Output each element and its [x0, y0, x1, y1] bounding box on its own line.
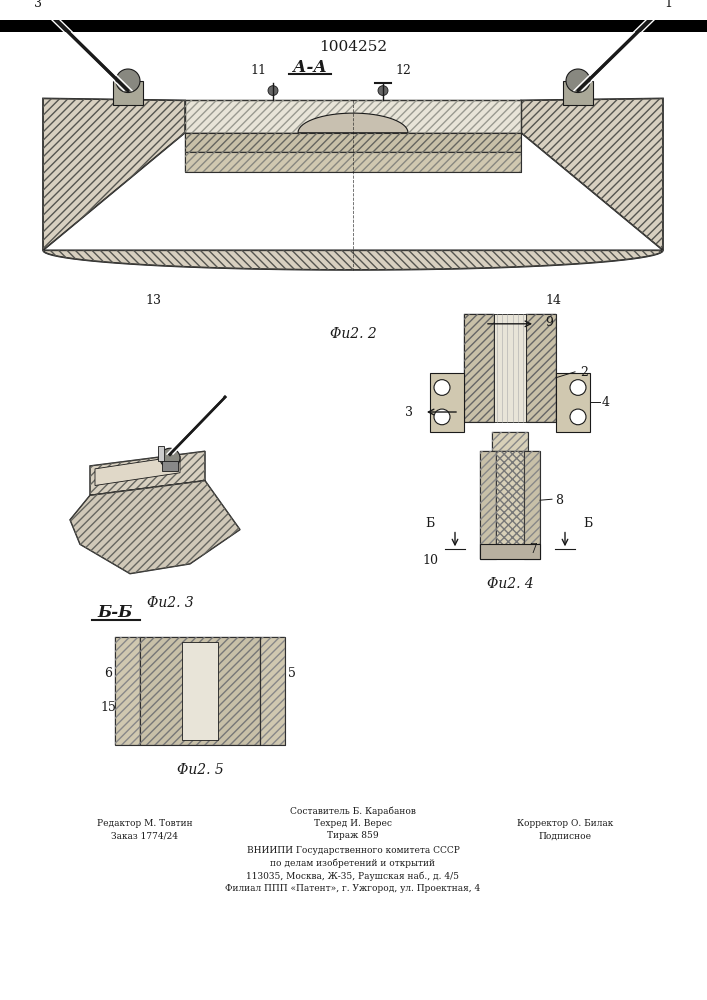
Circle shape [268, 86, 278, 95]
Text: 113035, Москва, Ж-35, Раушская наб., д. 4/5: 113035, Москва, Ж-35, Раушская наб., д. … [247, 872, 460, 881]
Bar [162, 461, 178, 471]
Text: Филиал ППП «Патент», г. Ужгород, ул. Проектная, 4: Филиал ППП «Патент», г. Ужгород, ул. Про… [226, 884, 481, 893]
Bar [113, 81, 143, 105]
Bar [524, 451, 540, 559]
Bar [524, 451, 540, 559]
Polygon shape [185, 100, 521, 133]
Polygon shape [43, 98, 185, 250]
Circle shape [116, 69, 140, 93]
Bar [526, 314, 556, 422]
Bar [140, 637, 260, 745]
Polygon shape [185, 152, 521, 172]
Text: 13: 13 [145, 294, 161, 307]
Polygon shape [95, 456, 180, 486]
Text: Подписное: Подписное [539, 831, 592, 840]
Circle shape [570, 409, 586, 425]
Bar [260, 637, 285, 745]
Text: 4: 4 [602, 396, 610, 409]
Bar [464, 314, 494, 422]
Bar [526, 314, 556, 422]
Bar [492, 432, 528, 451]
Text: ВНИИПИ Государственного комитета СССР: ВНИИПИ Государственного комитета СССР [247, 846, 460, 855]
Circle shape [378, 86, 388, 95]
Circle shape [434, 409, 450, 425]
Text: 1004252: 1004252 [319, 40, 387, 54]
Text: Техред И. Верес: Техред И. Верес [314, 819, 392, 828]
Text: Корректор О. Билак: Корректор О. Билак [517, 819, 613, 828]
Circle shape [566, 69, 590, 93]
Circle shape [434, 380, 450, 395]
Text: 7: 7 [530, 543, 538, 556]
Bar [430, 373, 464, 432]
Text: 11: 11 [250, 64, 266, 77]
Text: Φu2. 4: Φu2. 4 [486, 577, 533, 591]
Text: 5: 5 [288, 667, 296, 680]
Text: 8: 8 [555, 494, 563, 507]
Bar [480, 451, 496, 559]
Text: 1: 1 [664, 0, 672, 10]
Text: 3: 3 [405, 406, 413, 419]
Bar [182, 642, 218, 740]
Polygon shape [70, 481, 240, 574]
Text: Φu2. 2: Φu2. 2 [329, 327, 376, 341]
Text: 6: 6 [104, 667, 112, 680]
Bar [158, 446, 164, 461]
Polygon shape [90, 451, 205, 495]
Text: Φu2. 3: Φu2. 3 [146, 596, 194, 610]
Bar [480, 451, 496, 559]
Text: 9: 9 [545, 316, 553, 329]
Bar [140, 637, 260, 745]
Text: Заказ 1774/24: Заказ 1774/24 [112, 831, 178, 840]
Text: Б-Б: Б-Б [98, 604, 133, 621]
Text: Φu2. 5: Φu2. 5 [177, 763, 223, 777]
Bar [115, 637, 140, 745]
Bar [494, 314, 526, 422]
Text: Б: Б [426, 517, 435, 530]
Bar [480, 544, 540, 559]
Bar [556, 373, 590, 432]
Bar [563, 81, 593, 105]
Text: Составитель Б. Карабанов: Составитель Б. Карабанов [290, 807, 416, 816]
Text: Б: Б [583, 517, 592, 530]
Bar [464, 314, 494, 422]
Text: Редактор М. Товтин: Редактор М. Товтин [97, 819, 193, 828]
Text: 10: 10 [422, 554, 438, 567]
Bar [492, 432, 528, 451]
Text: 2: 2 [580, 366, 588, 379]
Bar [115, 637, 140, 745]
Text: 12: 12 [395, 64, 411, 77]
Text: Тираж 859: Тираж 859 [327, 831, 379, 840]
Bar [496, 451, 524, 549]
Polygon shape [521, 98, 663, 250]
Bar [0, 20, 707, 32]
Text: А-А: А-А [293, 59, 327, 76]
Bar [496, 451, 524, 549]
Text: по делам изобретений и открытий: по делам изобретений и открытий [271, 859, 436, 868]
Bar [260, 637, 285, 745]
Polygon shape [298, 113, 408, 133]
Polygon shape [43, 250, 663, 270]
Circle shape [570, 380, 586, 395]
Circle shape [160, 448, 180, 468]
Text: 14: 14 [545, 294, 561, 307]
Text: 15: 15 [100, 701, 116, 714]
Polygon shape [185, 133, 521, 152]
Text: 3: 3 [34, 0, 42, 10]
